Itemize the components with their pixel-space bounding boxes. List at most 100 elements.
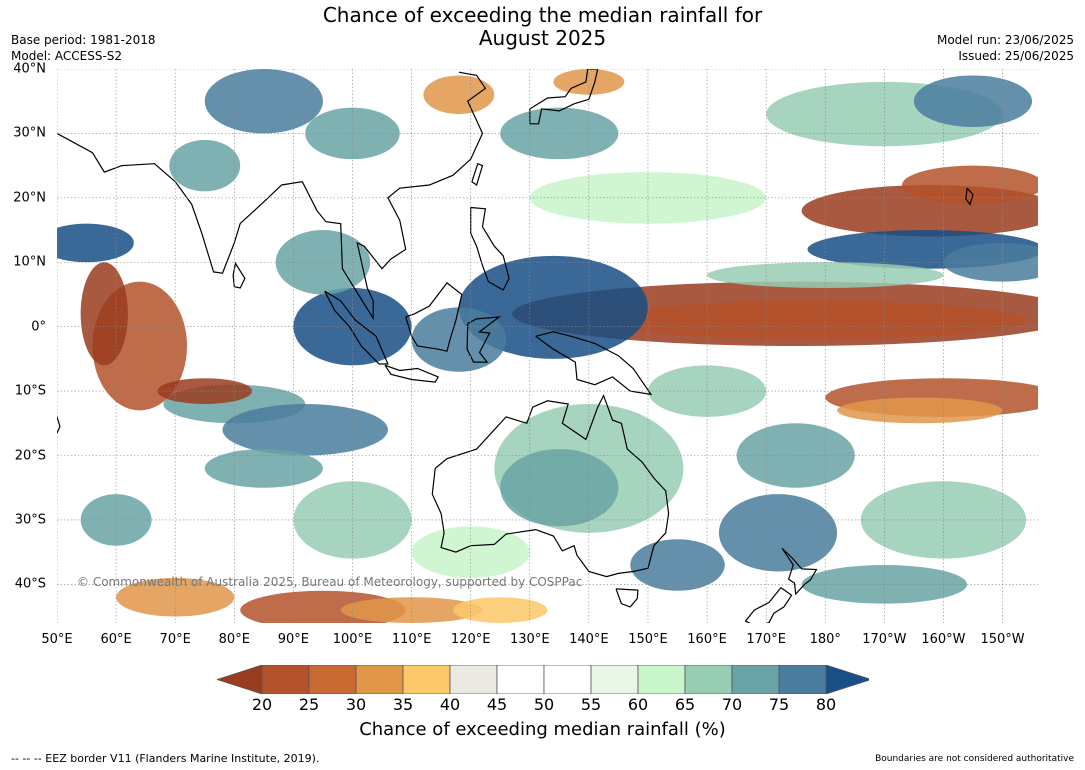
colorbar-segment [402, 665, 451, 694]
latitude-label: 30°N [13, 125, 46, 141]
colorbar-tick-label: 80 [815, 695, 837, 714]
probability-patch [600, 300, 1027, 340]
asia-coastline [57, 71, 487, 321]
probability-patch [913, 75, 1033, 127]
latitude-label: 30°S [14, 512, 46, 528]
latitude-label: 10°S [14, 383, 46, 399]
latitude-label: 40°S [14, 576, 46, 592]
longitude-label: 170°E [746, 632, 786, 647]
japan-coastline [529, 69, 599, 125]
probability-patch [902, 165, 1038, 205]
colorbar-tick-label: 75 [768, 695, 790, 714]
borneo-coastline [405, 282, 463, 352]
colorbar-segment [778, 665, 827, 694]
colorbar-tick-label: 50 [533, 695, 555, 714]
probability-patch [340, 597, 483, 623]
colorbar-label: Chance of exceeding median rainfall (%) [359, 719, 726, 740]
probability-patch [630, 539, 725, 591]
colorbar-tick-label: 65 [674, 695, 696, 714]
java-coastline [384, 364, 440, 383]
sulawesi-coastline [466, 316, 502, 363]
longitude-label: 50°E [41, 632, 73, 647]
latitude-label: 20°S [14, 448, 46, 463]
philippines-coastline [470, 206, 510, 291]
model-info: Base period: 1981-2018 Model: ACCESS-S2 [11, 32, 156, 64]
longitude-label: 160°W [921, 632, 966, 647]
colorbar-tick-label: 60 [627, 695, 649, 714]
colorbar-tick-label: 45 [486, 695, 508, 714]
sumatra-coastline [324, 290, 389, 365]
colorbar-tick-label: 55 [580, 695, 602, 714]
latitude-label: 0° [31, 319, 46, 335]
colorbar-extend-high [825, 665, 869, 694]
colorbar-segment [684, 665, 733, 694]
colorbar-segment [731, 665, 780, 694]
probability-patch [116, 577, 235, 617]
sri-lanka-coastline [232, 261, 246, 289]
colorbar-tick-label: 35 [392, 695, 414, 714]
longitude-label: 110°E [391, 632, 432, 647]
longitude-label: 160°E [687, 632, 727, 647]
longitude-label: 150°W [980, 632, 1025, 647]
colorbar-tick-label: 40 [439, 695, 461, 714]
new-zealand-coastline [781, 547, 818, 596]
model-run-date: Model run: 23/06/2025 [936, 33, 1074, 47]
colorbar-segment [355, 665, 404, 694]
probability-patch [204, 449, 323, 488]
title-line-1: Chance of exceeding the median rainfall … [322, 3, 763, 27]
longitude-label: 120°E [450, 632, 491, 647]
latitude-label: 20°N [13, 190, 46, 206]
colorbar-extend-low [217, 665, 263, 694]
probability-patch [204, 69, 323, 134]
australia-coastline [431, 394, 670, 578]
longitude-label: 100°E [332, 632, 373, 647]
base-period: Base period: 1981-2018 [11, 33, 156, 47]
tasmania-coastline [615, 588, 639, 608]
longitude-label: 90°E [277, 632, 310, 647]
probability-patch [169, 139, 241, 192]
colorbar-tick-label: 20 [251, 695, 273, 714]
longitude-label: 130°E [510, 632, 550, 647]
boundaries-disclaimer: Boundaries are not considered authoritat… [875, 754, 1074, 764]
map-title: Chance of exceeding the median rainfall … [0, 4, 1085, 50]
colorbar-segment [543, 665, 592, 694]
colorbar-tick-label: 25 [298, 695, 320, 714]
longitude-label: 150°E [628, 632, 668, 647]
colorbar-segment [261, 665, 310, 694]
gridlines [57, 69, 1038, 623]
probability-patch [80, 494, 152, 546]
taiwan-coastline [471, 162, 484, 186]
probability-patch [275, 230, 371, 295]
probability-patch [500, 449, 619, 527]
colorbar [217, 665, 869, 694]
probability-patch [718, 494, 838, 572]
latitude-label: 40°N [13, 61, 46, 77]
probability-patch [423, 75, 495, 115]
colorbar-segment [590, 665, 639, 694]
rainfall-map-canvas [57, 69, 1038, 623]
probability-patch [222, 403, 388, 456]
new-zealand-south-coastline [744, 587, 793, 623]
run-info: Model run: 23/06/2025 Issued: 25/06/2025 [937, 32, 1074, 64]
eez-legend: -- -- -- EEZ border V11 (Flanders Marine… [11, 752, 320, 765]
colorbar-segment [496, 665, 545, 694]
coastlines [57, 69, 974, 623]
longitude-label: 170°W [862, 632, 907, 647]
longitude-label: 140°E [569, 632, 609, 647]
probability-patch [837, 397, 1003, 424]
probability-patch [943, 242, 1038, 282]
probability-patch [458, 255, 648, 359]
longitude-label: 180° [809, 632, 841, 647]
probability-patch [452, 597, 548, 623]
longitude-label: 70°E [159, 632, 191, 647]
hawaii-coastline [965, 187, 974, 206]
latitude-label: 10°N [13, 254, 46, 270]
colorbar-segment [637, 665, 686, 694]
probability-patch [80, 262, 128, 366]
rainfall-map [57, 69, 1038, 623]
probability-patch [57, 223, 134, 263]
title-line-2: August 2025 [478, 26, 607, 50]
copyright-notice: © Commonwealth of Australia 2025, Bureau… [77, 575, 583, 589]
colorbar-segment [308, 665, 357, 694]
colorbar-tick-label: 30 [345, 695, 367, 714]
